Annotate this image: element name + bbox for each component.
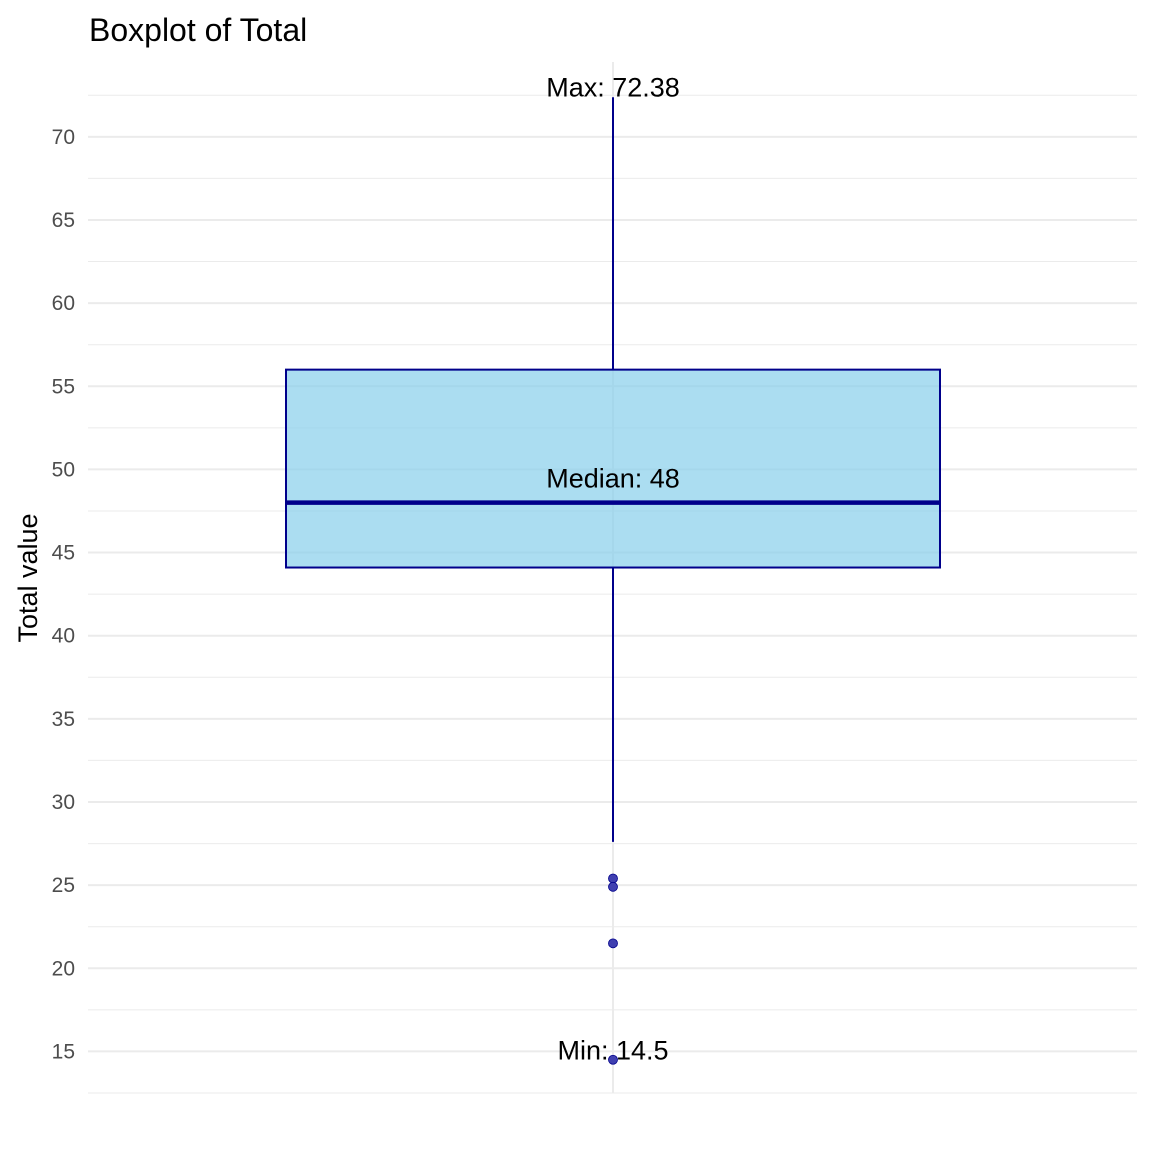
y-axis-label: Total value (13, 513, 43, 642)
y-tick-label: 45 (52, 542, 75, 565)
y-tick-label: 60 (52, 292, 75, 315)
outlier-point (608, 1054, 618, 1065)
y-tick-label: 20 (52, 957, 75, 980)
y-tick-labels: 15 20 25 30 35 40 45 50 55 60 65 70 (52, 126, 75, 1064)
box-iqr (285, 368, 941, 569)
plot-layer (285, 97, 941, 1065)
outlier-point (608, 938, 618, 949)
outlier-point (608, 881, 618, 892)
y-tick-label: 40 (52, 625, 75, 648)
annotation-layer: Max: 72.38 Median: 48 Min: 14.5 (546, 72, 680, 1065)
y-tick-label: 65 (52, 209, 75, 232)
max-annotation: Max: 72.38 (546, 72, 680, 102)
y-tick-label: 25 (52, 874, 75, 897)
median-annotation: Median: 48 (546, 464, 680, 494)
y-tick-label: 55 (52, 375, 75, 398)
y-tick-label: 35 (52, 708, 75, 731)
y-tick-label: 70 (52, 126, 75, 149)
outlier-point (608, 873, 618, 884)
min-annotation: Min: 14.5 (557, 1036, 668, 1066)
y-tick-label: 30 (52, 791, 75, 814)
chart-title: Boxplot of Total (89, 12, 307, 48)
y-tick-label: 15 (52, 1040, 75, 1063)
y-tick-label: 50 (52, 458, 75, 481)
